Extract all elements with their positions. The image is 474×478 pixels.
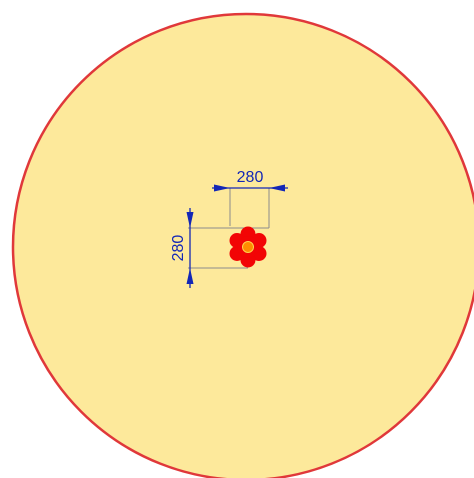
arrowhead-right (269, 184, 285, 192)
dimension-horizontal: 280 (212, 169, 288, 192)
arrowhead-top (186, 212, 194, 228)
arrowhead-bottom (186, 268, 194, 284)
dimension-vertical: 280 (170, 208, 194, 288)
flower-icon (229, 226, 267, 268)
dimension-label-width: 280 (237, 169, 264, 186)
arrowhead-left (214, 184, 230, 192)
dimension-label-height: 280 (170, 235, 187, 262)
extension-lines (188, 188, 270, 269)
flower-center (242, 241, 254, 253)
